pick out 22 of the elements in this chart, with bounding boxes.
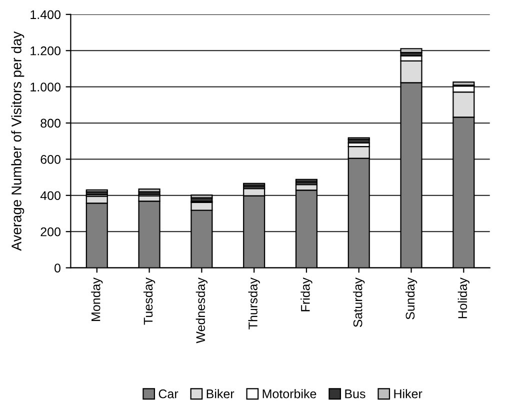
y-tick-label: 1.200	[30, 46, 60, 56]
x-tick-label: Tuesday	[143, 278, 156, 325]
legend-label: Car	[158, 389, 178, 398]
legend-label: Biker	[206, 389, 234, 398]
legend-label: Motorbike	[262, 389, 316, 398]
y-tick-label: 600	[40, 155, 60, 164]
y-tick-label: 200	[40, 227, 60, 236]
x-tick-label: Saturday	[353, 278, 365, 327]
legend-label: Hiker	[394, 389, 422, 398]
y-tick-label: 400	[40, 191, 60, 200]
x-tick-label: Friday	[300, 278, 312, 312]
y-axis-title: Average Number of Visitors per day	[11, 31, 24, 251]
x-tick-label: Holiday	[458, 278, 470, 318]
x-tick-label: Wednesday	[196, 278, 208, 344]
y-tick-label: 0	[54, 264, 60, 272]
x-tick-label: Sunday	[405, 278, 418, 320]
y-tick-label: 800	[40, 118, 60, 128]
y-tick-label: 1.000	[30, 82, 60, 92]
x-tick-label: Monday	[91, 278, 103, 321]
legend-label: Bus	[345, 390, 366, 398]
y-tick-label: 1.400	[30, 10, 60, 20]
x-tick-label: Thursday	[248, 278, 260, 330]
